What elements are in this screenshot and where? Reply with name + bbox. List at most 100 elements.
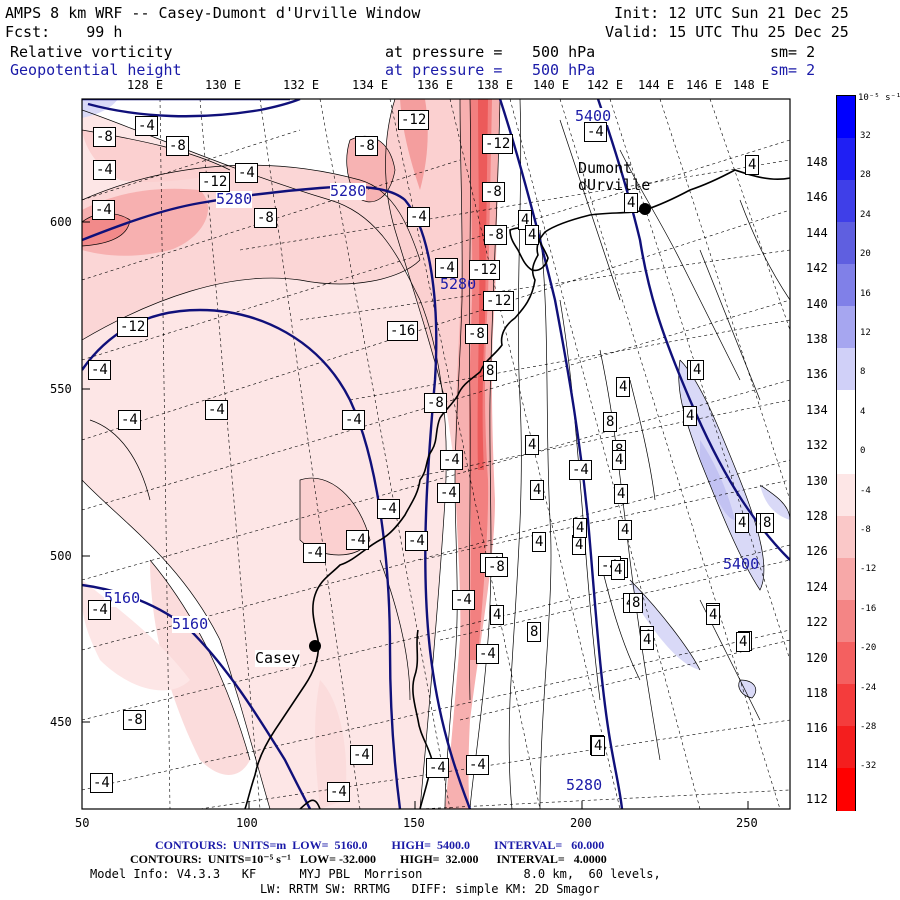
colorbar-label: 28 <box>860 170 871 181</box>
vorticity-contour-label: -8 <box>355 136 378 156</box>
colorbar-swatch <box>837 390 855 433</box>
field-2-name: Geopotential height <box>10 61 182 79</box>
vorticity-contour-label: 4 <box>618 520 633 540</box>
colorbar-swatch <box>837 474 855 517</box>
colorbar-label: -24 <box>860 682 877 693</box>
colorbar <box>836 95 856 811</box>
vorticity-contour-label: -4 <box>92 200 115 220</box>
colorbar-label: 8 <box>860 367 866 378</box>
lon-label-top: 130 E <box>205 78 242 92</box>
vorticity-contour-label: -4 <box>476 644 499 664</box>
height-label: 5280 <box>566 776 603 794</box>
height-label: 5280 <box>440 275 477 293</box>
vorticity-contour-label: -8 <box>485 557 508 577</box>
lon-label-top: 140 E <box>533 78 570 92</box>
colorbar-swatch <box>837 96 855 139</box>
vorticity-contour-label: 4 <box>525 435 540 455</box>
vorticity-contour-label: -4 <box>93 160 116 180</box>
colorbar-label: -8 <box>860 525 871 535</box>
colorbar-swatch <box>837 600 855 643</box>
colorbar-label: -32 <box>860 761 877 772</box>
lon-label-top: 144 E <box>638 78 675 92</box>
vorticity-contour-label: 4 <box>683 406 698 426</box>
vorticity-contour-label: -8 <box>166 136 189 156</box>
vorticity-contour-label: 4 <box>525 225 540 245</box>
y-tick-label: 550 <box>50 382 72 396</box>
footer-physics-info: LW: RRTM SW: RRTMG DIFF: simple KM: 2D S… <box>260 882 600 896</box>
colorbar-swatch <box>837 768 855 811</box>
y-tick-label: 600 <box>50 215 72 229</box>
vorticity-contour-label: 8 <box>760 513 775 533</box>
colorbar-label: -20 <box>860 643 877 654</box>
field-2-pressure-label: at pressure = <box>385 61 503 79</box>
colorbar-swatch <box>837 684 855 727</box>
colorbar-label: -12 <box>860 564 877 575</box>
vorticity-contour-label: -4 <box>205 400 228 420</box>
vorticity-contour-label: 4 <box>706 605 721 625</box>
field-1-name: Relative vorticity <box>10 43 173 61</box>
vorticity-contour-label: 4 <box>490 605 505 625</box>
colorbar-unit: 10⁻⁵ s⁻¹ <box>858 93 900 103</box>
colorbar-swatch <box>837 558 855 601</box>
vorticity-contour-label: -12 <box>483 291 515 311</box>
x-tick-label: 100 <box>236 816 258 830</box>
vorticity-contour-label: -4 <box>405 531 428 551</box>
height-label: 5160 <box>104 589 141 607</box>
colorbar-swatch <box>837 516 855 559</box>
vorticity-contour-label: 4 <box>532 532 547 552</box>
lon-label-top: 146 E <box>686 78 723 92</box>
vorticity-contour-label: 4 <box>616 377 631 397</box>
field-2-smoothing: sm= 2 <box>770 61 816 79</box>
init-time: Init: 12 UTC Sun 21 Dec 25 <box>614 4 849 22</box>
vorticity-contour-label: -4 <box>303 543 326 563</box>
lon-label-top: 136 E <box>417 78 454 92</box>
vorticity-contour-label: -4 <box>407 207 430 227</box>
title: AMPS 8 km WRF -- Casey-Dumont d'Urville … <box>5 4 421 22</box>
colorbar-label: -16 <box>860 603 877 614</box>
vorticity-contour-label: -4 <box>90 773 113 793</box>
lon-label-top: 132 E <box>283 78 320 92</box>
vorticity-contour-label: 4 <box>572 535 587 555</box>
vorticity-contour-label: -4 <box>350 745 373 765</box>
height-label: 5400 <box>723 555 760 573</box>
colorbar-label: 0 <box>860 446 866 457</box>
x-tick-label: 150 <box>403 816 425 830</box>
vorticity-contour-label: 4 <box>745 155 760 175</box>
axis-ticks <box>81 221 749 809</box>
vorticity-contour-label: -4 <box>135 116 158 136</box>
vorticity-contour-label: 8 <box>527 622 542 642</box>
y-tick-label: 450 <box>50 715 72 729</box>
colorbar-swatch <box>837 180 855 223</box>
x-tick-label: 50 <box>75 816 90 830</box>
vorticity-contour-label: -4 <box>426 758 449 778</box>
vorticity-contour-label: 8 <box>603 412 618 432</box>
vorticity-contour-label: -4 <box>584 122 607 142</box>
x-tick-label: 200 <box>570 816 592 830</box>
footer-model-info: Model Info: V4.3.3 KF MYJ PBL Morrison 8… <box>90 867 661 881</box>
vorticity-contour-label: 8 <box>483 361 498 381</box>
colorbar-swatch <box>837 264 855 307</box>
vorticity-contour-label: -4 <box>342 410 365 430</box>
forecast-hour: Fcst: 99 h <box>5 23 123 41</box>
colorbar-label: 16 <box>860 288 871 299</box>
vorticity-contour-label: -4 <box>118 410 141 430</box>
vorticity-contour-label: -16 <box>387 321 419 341</box>
lon-label-top: 134 E <box>352 78 389 92</box>
vorticity-contour-label: 4 <box>640 630 655 650</box>
field-1-level: 500 hPa <box>532 43 596 61</box>
vorticity-contour-label: -4 <box>435 258 458 278</box>
lon-label-top: 148 E <box>733 78 770 92</box>
x-tick-label: 250 <box>736 816 758 830</box>
height-label: 5280 <box>216 190 253 208</box>
height-label: 5400 <box>575 107 612 125</box>
vorticity-contour-label: 8 <box>629 593 644 613</box>
vorticity-contour-label: -4 <box>235 163 258 183</box>
colorbar-swatch <box>837 222 855 265</box>
vorticity-contour-label: -12 <box>398 110 430 130</box>
vorticity-contour-label: -4 <box>346 530 369 550</box>
dumont-durville-station-marker <box>639 203 651 215</box>
dumont-durville-label: Dumont dUrville <box>578 159 651 194</box>
lon-label-top: 128 E <box>127 78 164 92</box>
colorbar-label: 4 <box>860 406 866 417</box>
colorbar-label: -4 <box>860 485 871 496</box>
